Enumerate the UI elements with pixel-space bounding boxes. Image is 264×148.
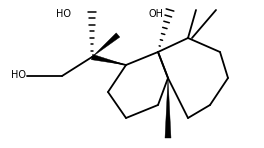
Text: OH: OH: [148, 9, 163, 19]
Text: HO: HO: [11, 70, 26, 80]
Text: HO: HO: [56, 9, 71, 19]
Polygon shape: [165, 78, 171, 138]
Polygon shape: [91, 54, 126, 65]
Polygon shape: [92, 33, 120, 57]
